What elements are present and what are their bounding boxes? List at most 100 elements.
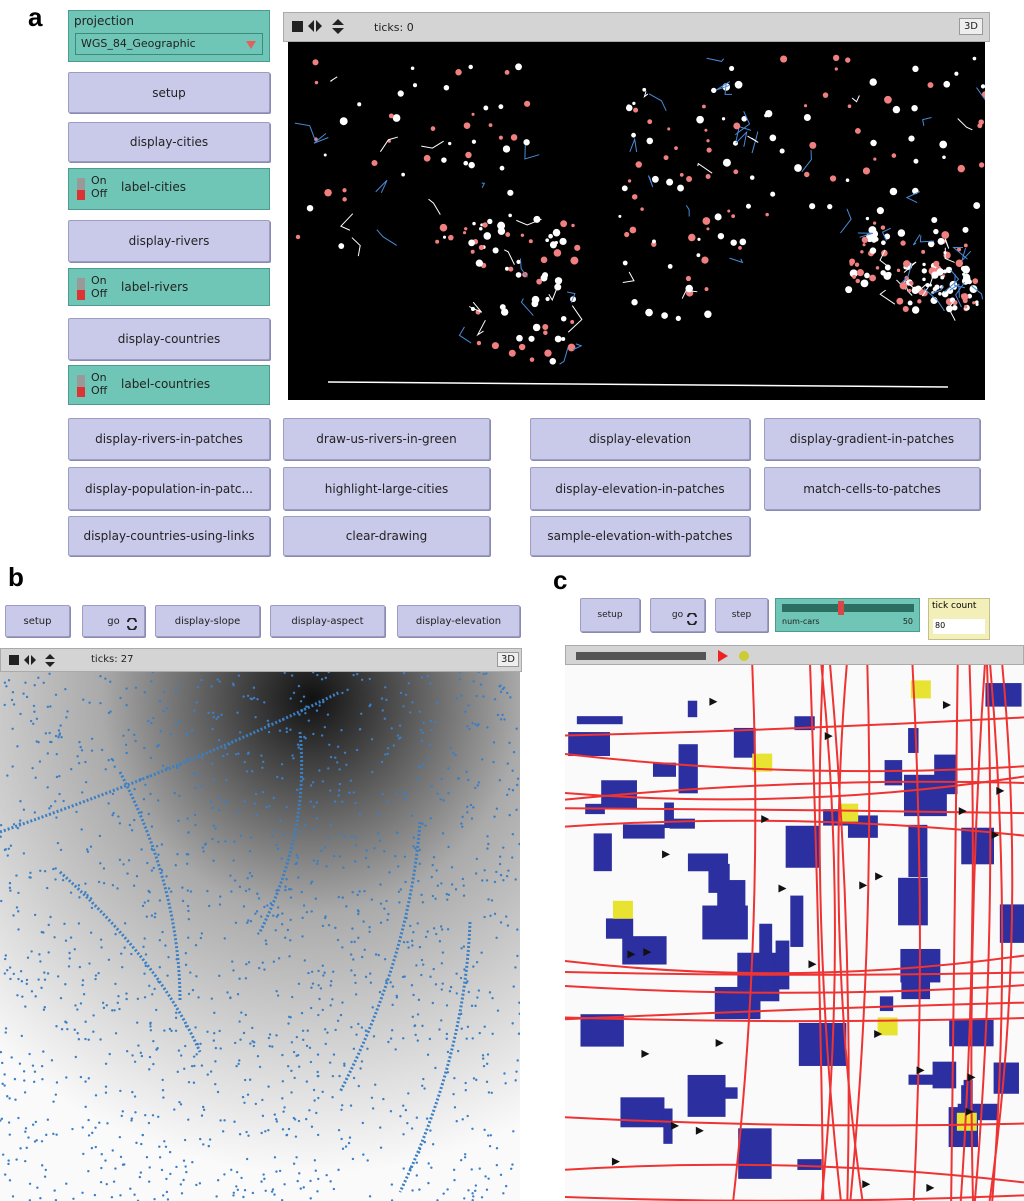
- river-dot: [282, 1128, 284, 1130]
- button[interactable]: display-elevation-in-patches: [530, 467, 750, 510]
- button[interactable]: display-rivers-in-patches: [68, 418, 270, 460]
- city: [464, 122, 471, 129]
- river-dot: [44, 979, 46, 981]
- button[interactable]: display-slope: [155, 605, 260, 637]
- river-dot: [495, 871, 497, 873]
- button[interactable]: display-elevation: [397, 605, 520, 637]
- river-dot: [247, 877, 249, 879]
- river-dot: [104, 1159, 106, 1161]
- button[interactable]: display-countries: [68, 318, 270, 360]
- river-dot: [74, 1004, 76, 1006]
- river-dot: [427, 1182, 429, 1184]
- river-dot: [340, 729, 342, 731]
- river-dot: [238, 674, 240, 676]
- river-dot: [175, 1017, 177, 1019]
- river-dot: [377, 814, 379, 816]
- river-dot: [170, 733, 172, 735]
- river-dot: [6, 774, 8, 776]
- river-dot: [81, 984, 83, 986]
- river-dot: [153, 867, 155, 869]
- button[interactable]: display-cities: [68, 122, 270, 162]
- river-dot: [103, 867, 105, 869]
- chooser-value[interactable]: WGS_84_Geographic: [75, 33, 263, 55]
- river-dot: [404, 798, 406, 800]
- button[interactable]: display-countries-using-links: [68, 516, 270, 556]
- city: [642, 88, 646, 92]
- button[interactable]: go: [82, 605, 145, 637]
- button[interactable]: step: [715, 598, 768, 632]
- river-dot: [105, 1063, 107, 1065]
- river-dot: [348, 792, 350, 794]
- river-dot: [23, 809, 25, 811]
- 3d-button[interactable]: 3D: [497, 652, 519, 667]
- river-dot: [297, 876, 299, 878]
- panel-label: a: [28, 2, 42, 33]
- river-dot: [434, 898, 436, 900]
- button[interactable]: setup: [68, 72, 270, 113]
- river-dot: [55, 867, 57, 869]
- button[interactable]: draw-us-rivers-in-green: [283, 418, 490, 460]
- river-dot: [149, 793, 151, 795]
- river-dot: [100, 938, 102, 940]
- building: [699, 1087, 738, 1098]
- button[interactable]: go: [650, 598, 705, 632]
- river-dot: [447, 1051, 449, 1053]
- river-dot: [135, 687, 137, 689]
- river-dot: [260, 915, 262, 917]
- river-dot: [379, 1126, 381, 1128]
- button[interactable]: display-population-in-patc...: [68, 467, 270, 510]
- river-dot: [79, 746, 81, 748]
- river-dot: [65, 1021, 67, 1023]
- button[interactable]: display-aspect: [270, 605, 385, 637]
- city: [560, 220, 567, 227]
- river-dot: [184, 1139, 186, 1141]
- button[interactable]: sample-elevation-with-patches: [530, 516, 750, 556]
- river-dot: [155, 1048, 157, 1050]
- river-dot: [331, 1096, 333, 1098]
- river-dot: [53, 1189, 55, 1191]
- button[interactable]: setup: [580, 598, 640, 632]
- slider-knob[interactable]: [838, 601, 844, 615]
- river-dot: [303, 736, 305, 738]
- river-dot: [327, 713, 329, 715]
- river-dot: [224, 747, 226, 749]
- river-dot: [433, 856, 435, 858]
- river-dot: [307, 1030, 309, 1032]
- river-dot: [58, 729, 60, 731]
- river-dot: [152, 717, 154, 719]
- button[interactable]: display-gradient-in-patches: [764, 418, 980, 460]
- river-dot: [346, 689, 348, 691]
- car: [926, 1184, 934, 1192]
- river-dot: [312, 781, 314, 783]
- view-header: ticks: 03D: [283, 12, 990, 42]
- city: [312, 59, 318, 65]
- button[interactable]: match-cells-to-patches: [764, 467, 980, 510]
- button[interactable]: clear-drawing: [283, 516, 490, 556]
- river-dot: [267, 1129, 269, 1131]
- button[interactable]: highlight-large-cities: [283, 467, 490, 510]
- button[interactable]: display-rivers: [68, 220, 270, 262]
- river-dot: [301, 1012, 303, 1014]
- river-dot: [508, 788, 510, 790]
- river-dot: [421, 1085, 423, 1087]
- river-dot: [418, 711, 420, 713]
- river-dot: [341, 692, 343, 694]
- city: [528, 336, 534, 342]
- building: [670, 819, 695, 829]
- river-dot: [223, 1173, 225, 1175]
- button[interactable]: setup: [5, 605, 70, 637]
- river-dot: [345, 1145, 347, 1147]
- city: [435, 240, 439, 244]
- river-dot: [293, 692, 295, 694]
- 3d-button[interactable]: 3D: [959, 18, 983, 35]
- river-dot: [243, 905, 245, 907]
- river-dot: [12, 914, 14, 916]
- button[interactable]: display-elevation: [530, 418, 750, 460]
- river-dot: [154, 916, 156, 918]
- city-map: [565, 665, 1024, 1201]
